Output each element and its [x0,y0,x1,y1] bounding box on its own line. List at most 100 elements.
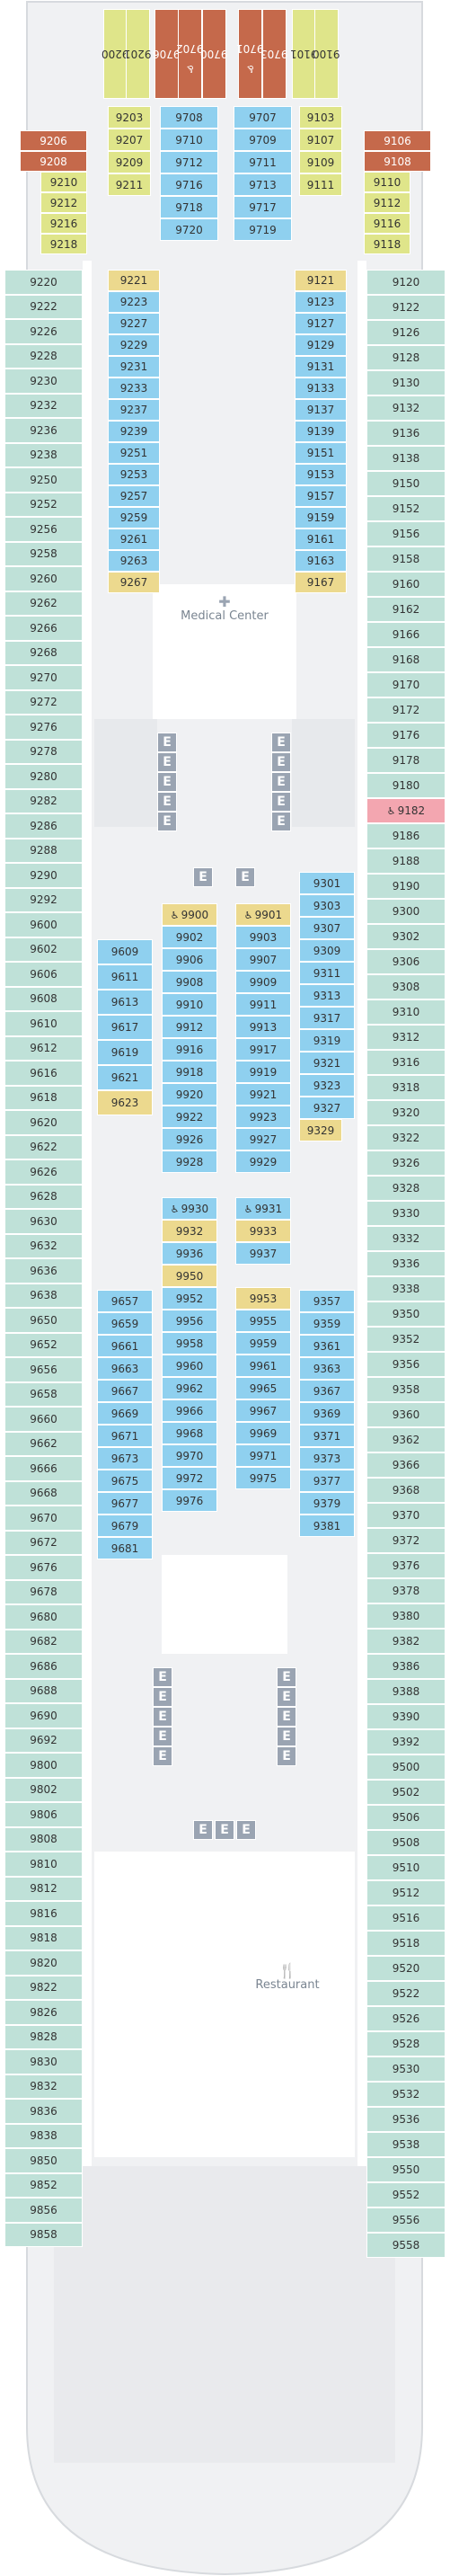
cabin-9338[interactable]: 9338 [366,1276,446,1301]
cabin-9617[interactable]: 9617 [97,1015,153,1040]
cabin-9852[interactable]: 9852 [4,2172,83,2198]
cabin-9178[interactable]: 9178 [366,748,446,773]
cabin-9292[interactable]: 9292 [4,887,83,912]
cabin-9373[interactable]: 9373 [299,1447,355,1470]
cabin-9222[interactable]: 9222 [4,294,83,319]
cabin-9920[interactable]: 9920 [162,1083,217,1106]
cabin-9709[interactable]: 9709 [234,129,292,151]
cabin-9190[interactable]: 9190 [366,874,446,899]
cabin-9912[interactable]: 9912 [162,1016,217,1038]
cabin-9201[interactable]: 9201 [124,9,152,99]
cabin-9257[interactable]: 9257 [108,485,160,507]
cabin-9800[interactable]: 9800 [4,1753,83,1778]
cabin-9180[interactable]: 9180 [366,773,446,798]
cabin-9972[interactable]: 9972 [162,1467,217,1489]
cabin-9822[interactable]: 9822 [4,1975,83,2000]
cabin-9212[interactable]: 9212 [40,192,87,213]
cabin-9392[interactable]: 9392 [366,1729,446,1754]
cabin-9109[interactable]: 9109 [299,151,342,173]
cabin-9702[interactable]: ♿9702 [176,9,204,99]
cabin-9238[interactable]: 9238 [4,442,83,467]
cabin-9613[interactable]: 9613 [97,990,153,1015]
cabin-9903[interactable]: 9903 [235,926,291,948]
cabin-9506[interactable]: 9506 [366,1805,446,1830]
cabin-9680[interactable]: 9680 [4,1604,83,1630]
cabin-9678[interactable]: 9678 [4,1579,83,1604]
cabin-9379[interactable]: 9379 [299,1492,355,1515]
cabin-9812[interactable]: 9812 [4,1876,83,1901]
cabin-9218[interactable]: 9218 [40,234,87,254]
cabin-9611[interactable]: 9611 [97,964,153,990]
cabin-9712[interactable]: 9712 [160,151,218,173]
cabin-9965[interactable]: 9965 [235,1377,291,1399]
cabin-9350[interactable]: 9350 [366,1301,446,1327]
cabin-9319[interactable]: 9319 [299,1029,355,1052]
cabin-9186[interactable]: 9186 [366,823,446,848]
cabin-9916[interactable]: 9916 [162,1038,217,1061]
cabin-9256[interactable]: 9256 [4,517,83,542]
cabin-9556[interactable]: 9556 [366,2207,446,2233]
cabin-9636[interactable]: 9636 [4,1258,83,1284]
cabin-9906[interactable]: 9906 [162,948,217,971]
cabin-9658[interactable]: 9658 [4,1381,83,1407]
cabin-9111[interactable]: 9111 [299,173,342,196]
cabin-9382[interactable]: 9382 [366,1629,446,1654]
cabin-9921[interactable]: 9921 [235,1083,291,1106]
cabin-9931[interactable]: ♿ 9931 [235,1197,291,1220]
cabin-9850[interactable]: 9850 [4,2148,83,2173]
cabin-9917[interactable]: 9917 [235,1038,291,1061]
cabin-9927[interactable]: 9927 [235,1128,291,1150]
cabin-9810[interactable]: 9810 [4,1852,83,1877]
cabin-9316[interactable]: 9316 [366,1050,446,1075]
cabin-9318[interactable]: 9318 [366,1075,446,1100]
cabin-9953[interactable]: 9953 [235,1287,291,1310]
cabin-9668[interactable]: 9668 [4,1480,83,1506]
cabin-9223[interactable]: 9223 [108,291,160,313]
cabin-9261[interactable]: 9261 [108,529,160,550]
cabin-9207[interactable]: 9207 [108,129,151,151]
cabin-9962[interactable]: 9962 [162,1377,217,1399]
cabin-9159[interactable]: 9159 [295,507,347,529]
cabin-9836[interactable]: 9836 [4,2099,83,2124]
cabin-9360[interactable]: 9360 [366,1402,446,1427]
cabin-9675[interactable]: 9675 [97,1470,153,1492]
cabin-9512[interactable]: 9512 [366,1880,446,1905]
cabin-9259[interactable]: 9259 [108,507,160,529]
cabin-9900[interactable]: ♿ 9900 [162,903,217,926]
cabin-9975[interactable]: 9975 [235,1467,291,1489]
cabin-9378[interactable]: 9378 [366,1578,446,1603]
cabin-9652[interactable]: 9652 [4,1332,83,1357]
cabin-9510[interactable]: 9510 [366,1855,446,1880]
cabin-9672[interactable]: 9672 [4,1530,83,1555]
cabin-9719[interactable]: 9719 [234,218,292,241]
cabin-9958[interactable]: 9958 [162,1332,217,1355]
cabin-9288[interactable]: 9288 [4,838,83,863]
cabin-9932[interactable]: 9932 [162,1220,217,1242]
cabin-9128[interactable]: 9128 [366,345,446,370]
cabin-9290[interactable]: 9290 [4,863,83,888]
cabin-9122[interactable]: 9122 [366,295,446,320]
cabin-9620[interactable]: 9620 [4,1110,83,1135]
cabin-9838[interactable]: 9838 [4,2123,83,2148]
cabin-9250[interactable]: 9250 [4,467,83,493]
cabin-9956[interactable]: 9956 [162,1310,217,1332]
cabin-9367[interactable]: 9367 [299,1380,355,1402]
cabin-9710[interactable]: 9710 [160,129,218,151]
cabin-9328[interactable]: 9328 [366,1176,446,1201]
cabin-9968[interactable]: 9968 [162,1422,217,1444]
cabin-9376[interactable]: 9376 [366,1553,446,1578]
cabin-9670[interactable]: 9670 [4,1506,83,1531]
cabin-9312[interactable]: 9312 [366,1025,446,1050]
cabin-9176[interactable]: 9176 [366,723,446,748]
cabin-9282[interactable]: 9282 [4,788,83,813]
cabin-9502[interactable]: 9502 [366,1780,446,1805]
cabin-9300[interactable]: 9300 [366,899,446,924]
cabin-9182[interactable]: ♿ 9182 [366,798,446,823]
cabin-9220[interactable]: 9220 [4,270,83,295]
cabin-9902[interactable]: 9902 [162,926,217,948]
cabin-9286[interactable]: 9286 [4,813,83,839]
cabin-9311[interactable]: 9311 [299,962,355,984]
cabin-9830[interactable]: 9830 [4,2049,83,2074]
cabin-9508[interactable]: 9508 [366,1830,446,1855]
cabin-9929[interactable]: 9929 [235,1150,291,1173]
